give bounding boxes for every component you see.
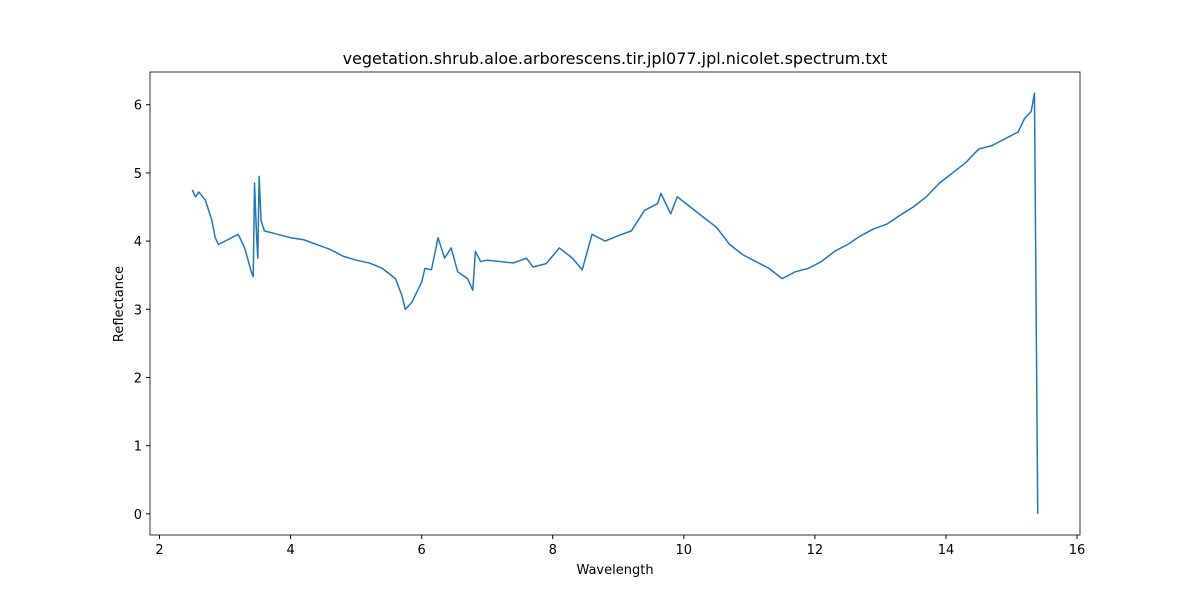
- plot-frame: [149, 71, 1081, 536]
- y-tick-label: 1: [134, 440, 142, 455]
- y-tick-label: 3: [134, 303, 142, 318]
- y-tick-label: 2: [134, 371, 142, 386]
- x-tick-label: 4: [286, 543, 294, 558]
- x-tick-label: 2: [155, 543, 163, 558]
- chart-title: vegetation.shrub.aloe.arborescens.tir.jp…: [343, 49, 888, 68]
- x-tick-label: 10: [676, 543, 693, 558]
- x-tick-label: 6: [418, 543, 426, 558]
- x-tick-label: 8: [549, 543, 557, 558]
- x-tick-label: 14: [938, 543, 955, 558]
- y-tick-label: 5: [134, 167, 142, 182]
- x-tick-label: 12: [807, 543, 824, 558]
- x-tick-label: 16: [1069, 543, 1086, 558]
- x-axis-label: Wavelength: [576, 563, 653, 578]
- y-tick-label: 0: [134, 508, 142, 523]
- y-axis-label: Reflectance: [112, 266, 127, 342]
- y-tick-label: 6: [134, 99, 142, 114]
- y-tick-label: 4: [134, 235, 142, 250]
- data-line: [191, 92, 1039, 514]
